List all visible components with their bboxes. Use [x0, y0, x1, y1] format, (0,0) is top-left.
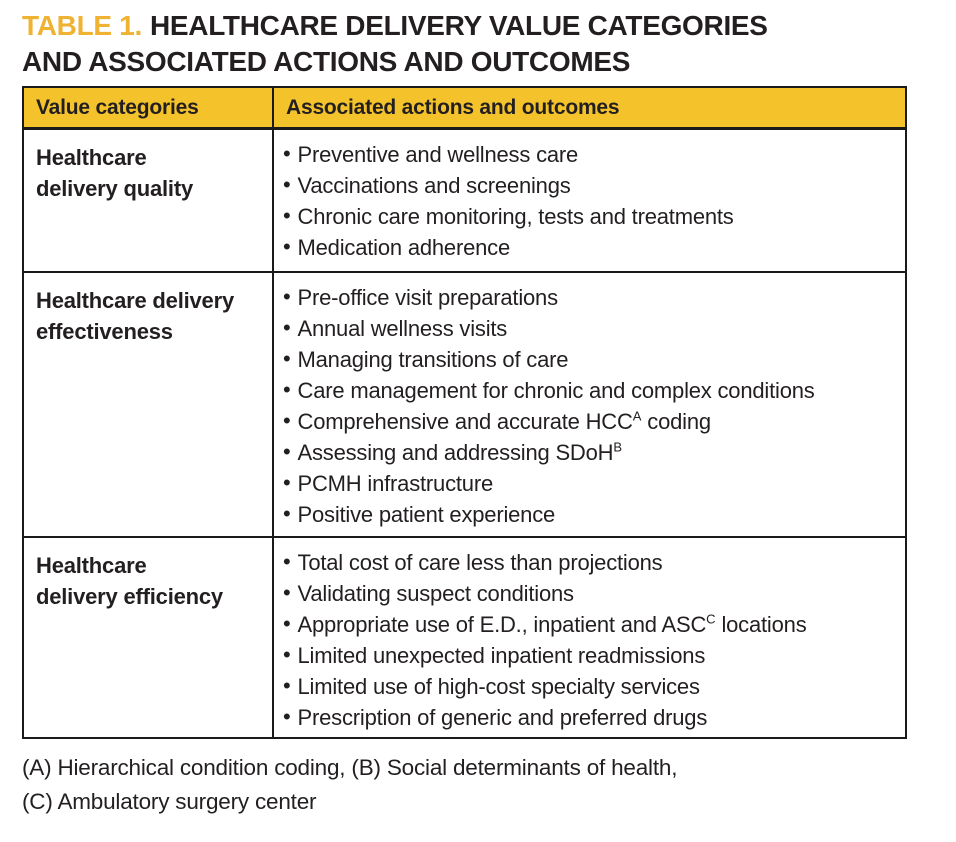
bullet-icon: •	[283, 673, 291, 698]
category-line: Healthcare	[36, 553, 147, 578]
bullet-text: Vaccinations and screenings	[297, 173, 571, 198]
column-header-value-categories: Value categories	[24, 88, 272, 130]
bullet-item: • Limited use of high-cost specialty serv…	[283, 671, 901, 702]
bullet-text: Annual wellness visits	[297, 316, 508, 341]
bullet-item: • Pre-office visit preparations	[283, 282, 901, 313]
category-cell-quality: Healthcare delivery quality	[24, 130, 272, 273]
bullet-icon: •	[283, 377, 291, 402]
category-line: Healthcare delivery	[36, 288, 234, 313]
bullet-icon: •	[283, 501, 291, 526]
bullet-item: • Chronic care monitoring, tests and trea…	[283, 201, 901, 232]
bullet-icon: •	[283, 704, 291, 729]
bullet-text: Appropriate use of E.D., inpatient and A…	[297, 612, 707, 637]
bullet-item: • Annual wellness visits	[283, 313, 901, 344]
bullet-text: Medication adherence	[297, 235, 511, 260]
bullet-item: • Vaccinations and screenings	[283, 170, 901, 201]
bullet-item: • PCMH infrastructure	[283, 468, 901, 499]
category-line: delivery quality	[36, 176, 193, 201]
bullet-text: Validating suspect conditions	[297, 581, 575, 606]
bullet-icon: •	[283, 315, 291, 340]
bullet-icon: •	[283, 234, 291, 259]
category-line: delivery efficiency	[36, 584, 223, 609]
bullet-item: • Appropriate use of E.D., inpatient and …	[283, 609, 901, 640]
bullet-icon: •	[283, 642, 291, 667]
bullet-list-effectiveness: • Pre-office visit preparations • Annual we…	[274, 273, 905, 530]
bullet-icon: •	[283, 580, 291, 605]
actions-cell-quality: • Preventive and wellness care • Vaccinatio…	[272, 130, 905, 273]
footnotes: (A) Hierarchical condition coding, (B) S…	[22, 751, 677, 819]
bullet-icon: •	[283, 408, 291, 433]
bullet-text: coding	[641, 409, 711, 434]
bullet-text: Limited unexpected inpatient readmission…	[297, 643, 706, 668]
superscript-note-ref: B	[613, 439, 623, 455]
bullet-list-efficiency: • Total cost of care less than projection…	[274, 538, 905, 733]
bullet-text: Pre-office visit preparations	[297, 285, 559, 310]
bullet-icon: •	[283, 470, 291, 495]
value-categories-table: Value categories Associated actions and …	[22, 86, 907, 739]
category-cell-efficiency: Healthcare delivery efficiency	[24, 538, 272, 737]
bullet-text: Chronic care monitoring, tests and treat…	[297, 204, 734, 229]
bullet-item: • Care management for chronic and complex…	[283, 375, 901, 406]
bullet-item: • Managing transitions of care	[283, 344, 901, 375]
category-cell-effectiveness: Healthcare delivery effectiveness	[24, 273, 272, 538]
bullet-text: Assessing and addressing SDoH	[297, 440, 614, 465]
table-number-label: TABLE 1.	[22, 10, 142, 41]
bullet-text: Positive patient experience	[297, 502, 556, 527]
table-title-line1: TABLE 1. HEALTHCARE DELIVERY VALUE CATEGO…	[22, 8, 934, 44]
superscript-note-ref: A	[632, 408, 642, 424]
bullet-icon: •	[283, 284, 291, 309]
bullet-text: Preventive and wellness care	[297, 142, 579, 167]
bullet-text: locations	[715, 612, 807, 637]
bullet-icon: •	[283, 549, 291, 574]
bullet-item: • Limited unexpected inpatient readmissio…	[283, 640, 901, 671]
bullet-item: • Preventive and wellness care	[283, 139, 901, 170]
bullet-item: • Validating suspect conditions	[283, 578, 901, 609]
category-line: effectiveness	[36, 319, 173, 344]
bullet-item: • Medication adherence	[283, 232, 901, 263]
bullet-text: Managing transitions of care	[297, 347, 569, 372]
bullet-icon: •	[283, 611, 291, 636]
footnote-line-c: (C) Ambulatory surgery center	[22, 789, 317, 814]
bullet-list-quality: • Preventive and wellness care • Vaccinatio…	[274, 130, 905, 263]
footnote-line-a-b: (A) Hierarchical condition coding, (B) S…	[22, 755, 678, 780]
bullet-item: • Positive patient experience	[283, 499, 901, 530]
column-header-actions-outcomes: Associated actions and outcomes	[272, 88, 905, 130]
bullet-icon: •	[283, 141, 291, 166]
category-line: Healthcare	[36, 145, 147, 170]
bullet-text: Comprehensive and accurate HCC	[297, 409, 633, 434]
actions-cell-effectiveness: • Pre-office visit preparations • Annual we…	[272, 273, 905, 538]
table-title-line2: AND ASSOCIATED ACTIONS AND OUTCOMES	[22, 46, 631, 77]
bullet-icon: •	[283, 172, 291, 197]
bullet-item: • Assessing and addressing SDoHB	[283, 437, 901, 468]
bullet-item: • Total cost of care less than projection…	[283, 547, 901, 578]
actions-cell-efficiency: • Total cost of care less than projection…	[272, 538, 905, 737]
bullet-text: PCMH infrastructure	[297, 471, 494, 496]
bullet-text: Limited use of high-cost specialty servi…	[297, 674, 700, 699]
bullet-text: Prescription of generic and preferred dr…	[297, 705, 708, 730]
bullet-text: Total cost of care less than projections	[297, 550, 663, 575]
bullet-icon: •	[283, 439, 291, 464]
bullet-text: Care management for chronic and complex …	[297, 378, 815, 403]
bullet-icon: •	[283, 346, 291, 371]
bullet-icon: •	[283, 203, 291, 228]
superscript-note-ref: C	[706, 611, 716, 627]
bullet-item: • Comprehensive and accurate HCCA coding	[283, 406, 901, 437]
table-title: TABLE 1. HEALTHCARE DELIVERY VALUE CATEGO…	[22, 8, 934, 80]
bullet-item: • Prescription of generic and preferred d…	[283, 702, 901, 733]
table-title-text: HEALTHCARE DELIVERY VALUE CATEGORIES	[149, 10, 768, 41]
